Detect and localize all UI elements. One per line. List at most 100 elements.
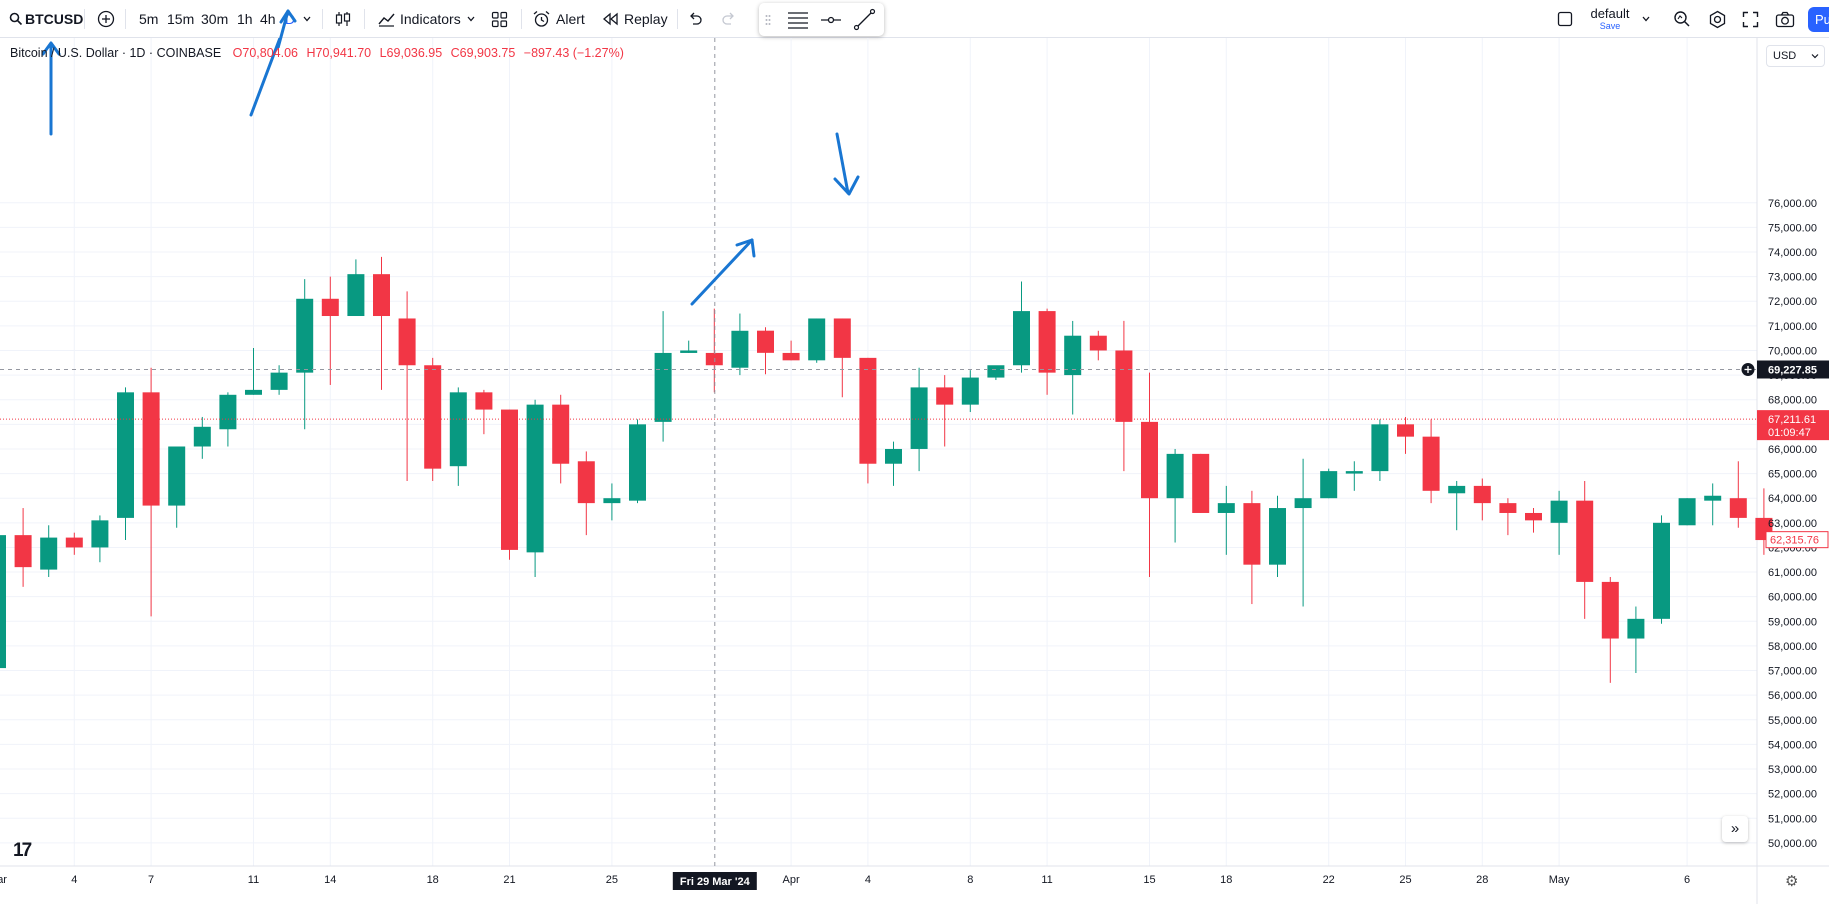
gear-icon[interactable]: ⚙ [1785,873,1799,890]
toolbar-divider [84,9,85,29]
time-tick-label: 4 [71,874,77,886]
quick-search-button[interactable] [1673,0,1691,38]
horizontal-ray-icon[interactable] [820,13,842,27]
time-tick-label: 4 [865,874,871,886]
trend-line-icon[interactable] [853,8,876,31]
arrow-annotation [690,238,756,306]
price-tick-label: 66,000.00 [1768,444,1817,456]
top-toolbar: BTCUSD 5m 15m 30m 1h 4h D Indicators Ale… [0,0,1829,38]
replay-button[interactable]: Replay [602,0,668,38]
plus-circle-icon [97,10,115,28]
horizontal-lines-icon[interactable] [786,9,810,31]
chart-settings-button[interactable] [1708,0,1727,38]
candle [654,352,672,422]
scroll-to-realtime-button[interactable]: » [1722,816,1748,842]
price-tick-label: 76,000.00 [1768,198,1817,210]
time-tick-label: 15 [1143,874,1155,886]
templates-button[interactable] [491,0,508,38]
snapshot-button[interactable] [1775,0,1795,38]
indicators-icon [378,13,395,27]
prev-close-label-bg [1765,531,1829,549]
candle [1704,495,1722,501]
candle [885,448,902,464]
legend-change: −897.43 (−1.27%) [523,46,624,60]
price-tick-label: 65,000.00 [1768,469,1817,481]
price-lines [0,38,1757,866]
candle [1064,335,1082,376]
drag-handle-icon[interactable] [765,14,771,26]
candle [1473,485,1491,504]
candle [321,298,339,317]
price-tick-label: 75,000.00 [1768,222,1817,234]
candle [552,404,570,464]
symbol-description[interactable]: Bitcoin / U.S. Dollar · 1D · COINBASE [10,46,222,60]
candle [731,330,749,368]
chart-type-button[interactable] [334,0,352,38]
last-price-label-bg [1757,410,1829,441]
fullscreen-button[interactable] [1742,0,1759,38]
price-axis[interactable]: 50,000.00 51,000.00 52,000.00 53,000.00 54,0… [1741,198,1829,850]
candle [65,537,83,548]
interval-30m[interactable]: 30m [201,11,229,27]
interval-dropdown[interactable] [302,0,312,38]
fullscreen-icon [1742,11,1759,27]
interval-d[interactable]: D [285,11,296,27]
interval-15m[interactable]: 15m [167,11,195,27]
time-tick-label: 22 [1323,874,1335,886]
candle [961,377,979,405]
symbol-search-button[interactable]: BTCUSD [9,0,83,38]
legend-low: L69,036.95 [379,46,443,60]
redo-button[interactable] [721,0,737,38]
toolbar-divider [521,9,522,29]
interval-1h[interactable]: 1h [237,11,253,27]
candle [629,424,646,501]
price-tick-label: 59,000.00 [1768,616,1817,628]
interval-4h[interactable]: 4h [260,11,276,27]
symbol-label: BTCUSD [25,11,84,27]
candle [1729,498,1747,518]
price-chart[interactable]: 50,000.00 51,000.00 52,000.00 53,000.00 54,0… [0,38,1829,904]
candle [1115,350,1133,422]
candles-icon [335,12,351,26]
time-tick-label: 25 [1399,874,1411,886]
candle [1089,335,1107,351]
undo-button[interactable] [687,0,703,38]
tradingview-logo[interactable]: 17 [13,840,32,861]
indicators-dropdown[interactable] [466,0,476,38]
candle [1678,498,1696,526]
chart-grid [0,38,1757,866]
publish-button[interactable]: Pu [1808,7,1829,32]
alert-button[interactable]: Alert [532,0,585,38]
price-tick-label: 50,000.00 [1768,838,1817,850]
compare-symbol-button[interactable] [97,0,115,38]
indicators-button[interactable]: Indicators [377,0,461,38]
candle [1166,453,1184,499]
candle [168,446,186,506]
candle [296,298,314,373]
arrow-annotation [41,41,61,136]
layout-name: default [1590,6,1630,21]
candle [603,498,621,504]
currency-selector[interactable]: USD [1766,45,1825,67]
candle [757,330,774,353]
grid-icon [491,11,508,27]
candle [1397,424,1414,437]
candle [1576,500,1594,582]
annotation-arrows [41,38,860,306]
interval-5m[interactable]: 5m [139,11,159,27]
chart-legend: Bitcoin / U.S. Dollar · 1D · COINBASE O7… [10,46,624,60]
candle [1525,512,1542,521]
candle [398,318,416,366]
search-icon [9,12,23,26]
price-tick-label: 56,000.00 [1768,690,1817,702]
undo-icon [690,12,702,25]
layout-name-button[interactable]: default Save [1590,6,1630,31]
time-tick-label: Apr [783,874,800,886]
candle [1601,581,1619,639]
price-tick-label: 58,000.00 [1768,641,1817,653]
layout-dropdown[interactable] [1641,0,1651,38]
price-tick-label: 70,000.00 [1768,345,1817,357]
candle [1192,453,1210,513]
time-axis[interactable]: Mar 4 7 11 14 18 21 25 Apr 4 8 11 15 18 22 25 28 May 6 Fri … [0,872,1690,890]
layout-toggle-button[interactable] [1557,0,1573,38]
